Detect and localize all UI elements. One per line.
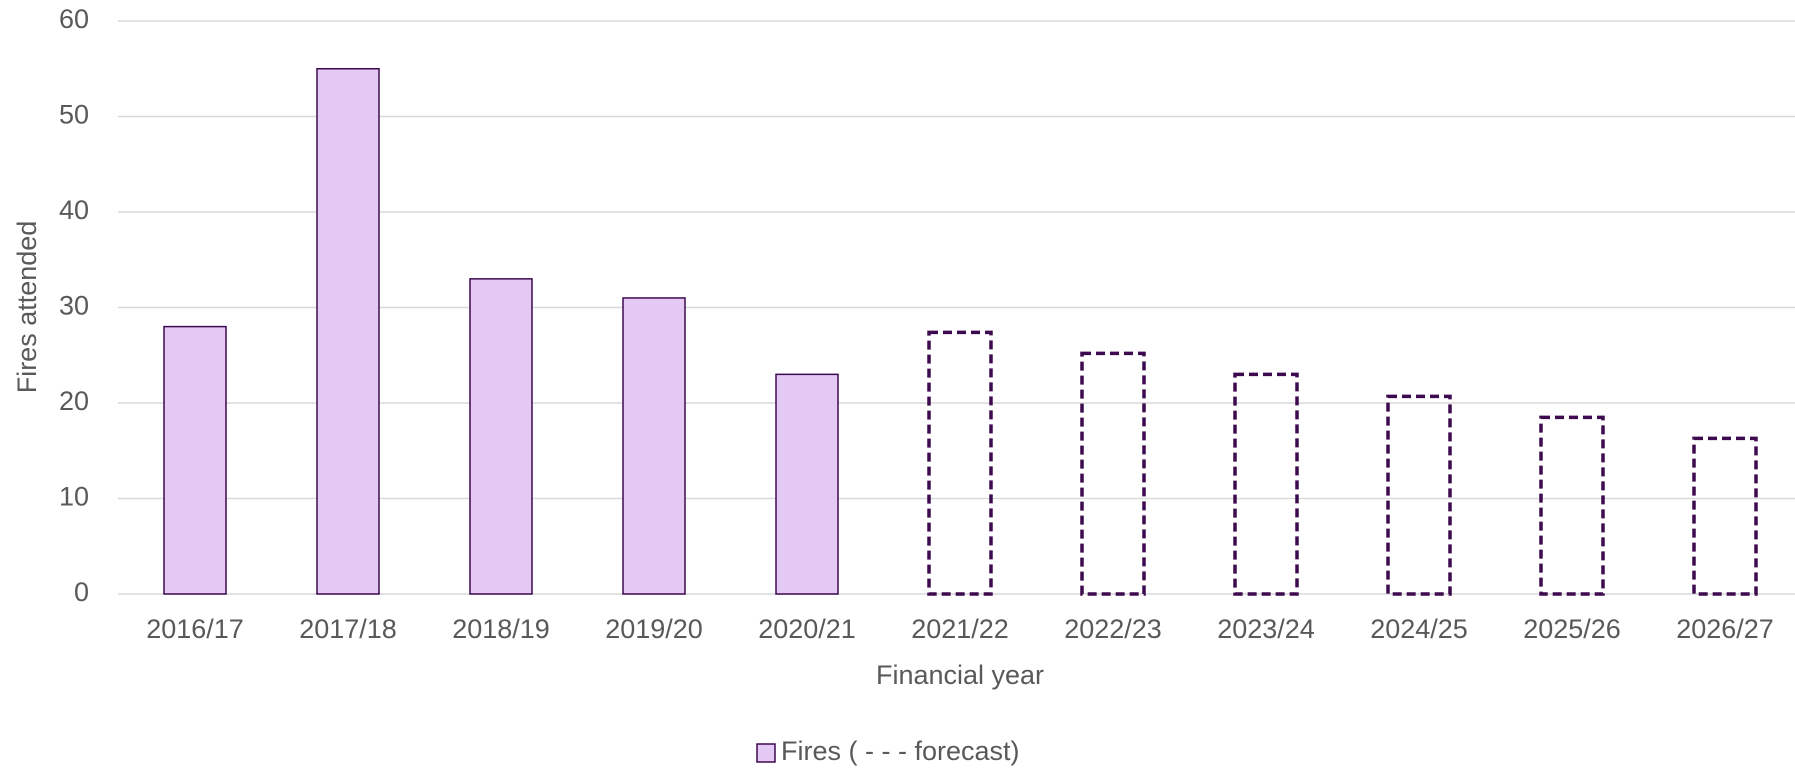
x-tick-label: 2021/22	[911, 614, 1009, 644]
x-tick-label: 2016/17	[146, 614, 244, 644]
x-tick-label: 2018/19	[452, 614, 550, 644]
bar	[622, 297, 686, 595]
x-tick-label: 2017/18	[299, 614, 397, 644]
y-tick-label: 20	[59, 386, 89, 416]
legend-label: Fires ( - - - forecast)	[781, 736, 1020, 766]
y-axis-title: Fires attended	[12, 221, 42, 394]
x-tick-label: 2026/27	[1676, 614, 1774, 644]
bar	[1692, 436, 1758, 596]
y-tick-label: 0	[74, 577, 89, 607]
bar	[1233, 372, 1299, 596]
x-axis-title: Financial year	[876, 660, 1044, 690]
legend-swatch	[756, 743, 776, 763]
y-tick-label: 10	[59, 482, 89, 512]
bar	[163, 325, 227, 595]
x-tick-label: 2024/25	[1370, 614, 1468, 644]
x-tick-label: 2025/26	[1523, 614, 1621, 644]
bar	[775, 373, 839, 595]
bar	[469, 278, 533, 595]
x-tick-label: 2022/23	[1064, 614, 1162, 644]
y-tick-label: 40	[59, 195, 89, 225]
bar	[1386, 394, 1452, 596]
bar	[1080, 351, 1146, 596]
y-tick-label: 30	[59, 291, 89, 321]
bar	[927, 330, 993, 596]
x-tick-label: 2023/24	[1217, 614, 1315, 644]
x-tick-label: 2019/20	[605, 614, 703, 644]
y-tick-label: 60	[59, 4, 89, 34]
x-tick-label: 2020/21	[758, 614, 856, 644]
y-tick-label: 50	[59, 100, 89, 130]
bar	[1539, 415, 1605, 596]
bar	[316, 68, 380, 595]
